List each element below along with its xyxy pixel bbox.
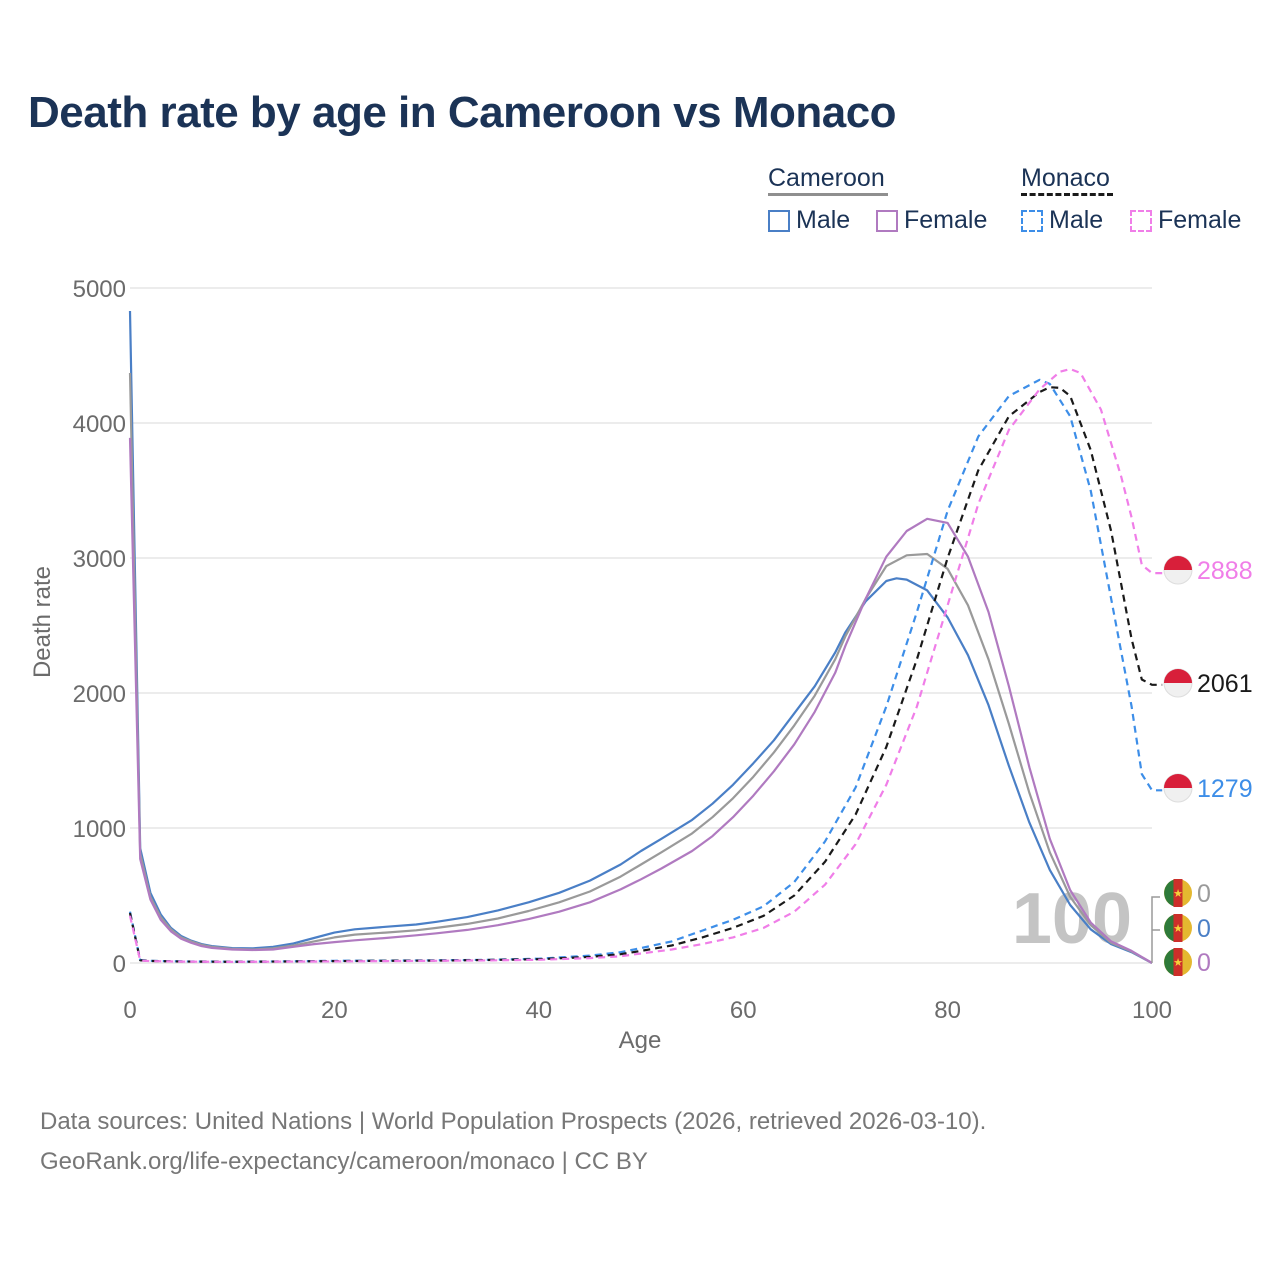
cameroon-flag-green xyxy=(1164,914,1174,942)
end-label-value: 0 xyxy=(1197,880,1211,908)
y-tick-label: 4000 xyxy=(73,411,126,438)
end-label-value: 2061 xyxy=(1197,670,1253,698)
source-line-2: GeoRank.org/life-expectancy/cameroon/mon… xyxy=(40,1148,648,1175)
y-tick-label: 0 xyxy=(113,951,126,978)
legend-swatch xyxy=(1021,209,1043,232)
chart-plot: 0 1000 2000 3000 4000 5000 0 20 40 60 80 100 Age Deat… xyxy=(29,276,1253,1054)
legend-swatch xyxy=(876,209,898,232)
legend-group-monaco[interactable]: Monaco xyxy=(1021,164,1110,192)
series-line-monaco-female xyxy=(128,367,1163,963)
series-line-cameroon-both xyxy=(128,372,1153,964)
x-axis-label: Age xyxy=(619,1027,662,1054)
y-tick-label: 1000 xyxy=(73,816,126,843)
legend-cameroon-line-sample xyxy=(768,193,888,196)
y-tick-label: 5000 xyxy=(73,276,126,303)
monaco-flag-red-half xyxy=(1164,669,1192,683)
y-tick-label: 2000 xyxy=(73,681,126,708)
legend-item-cameroon-female[interactable]: Female xyxy=(876,206,987,235)
cameroon-flag-star: ★ xyxy=(1173,956,1183,969)
y-axis-label: Death rate xyxy=(29,566,56,678)
monaco-flag-red-half xyxy=(1164,774,1192,788)
cameroon-flag-star: ★ xyxy=(1173,887,1183,900)
end-label-connector xyxy=(1151,896,1160,963)
end-label-value: 0 xyxy=(1197,915,1211,943)
series-line-monaco-male xyxy=(128,378,1163,963)
legend-label: Male xyxy=(796,206,851,234)
legend-swatch xyxy=(768,209,790,232)
x-tick-label: 0 xyxy=(123,997,136,1024)
legend-label: Female xyxy=(1158,206,1242,234)
end-label-value: 2888 xyxy=(1197,557,1253,585)
x-tick-label: 60 xyxy=(730,997,757,1024)
legend-item-monaco-female[interactable]: Female xyxy=(1130,206,1241,235)
cameroon-flag-star: ★ xyxy=(1173,922,1183,935)
x-tick-label: 80 xyxy=(934,997,961,1024)
x-tick-label: 20 xyxy=(321,997,348,1024)
x-tick-label: 100 xyxy=(1132,997,1172,1024)
monaco-flag-red-half xyxy=(1164,556,1192,570)
cameroon-flag-green xyxy=(1164,948,1174,976)
x-tick-label: 40 xyxy=(525,997,552,1024)
cameroon-flag-red xyxy=(1173,914,1183,942)
cameroon-flag-red xyxy=(1173,879,1183,907)
legend-item-cameroon-male[interactable]: Male xyxy=(768,206,850,235)
y-tick-label: 3000 xyxy=(73,546,126,573)
legend-label: Male xyxy=(1049,206,1104,234)
legend-item-monaco-male[interactable]: Male xyxy=(1021,206,1103,235)
legend-monaco-line-sample xyxy=(1021,193,1113,196)
legend-label: Female xyxy=(904,206,988,234)
end-label-value: 1279 xyxy=(1197,775,1253,803)
end-label-value: 0 xyxy=(1197,949,1211,977)
legend-swatch xyxy=(1130,209,1152,232)
legend-group-cameroon[interactable]: Cameroon xyxy=(768,164,885,192)
cameroon-flag-red xyxy=(1173,948,1183,976)
source-line-1: Data sources: United Nations | World Pop… xyxy=(40,1108,987,1135)
chart-title: Death rate by age in Cameroon vs Monaco xyxy=(28,88,897,137)
series-line-cameroon-female xyxy=(128,437,1153,964)
cameroon-flag-green xyxy=(1164,879,1174,907)
